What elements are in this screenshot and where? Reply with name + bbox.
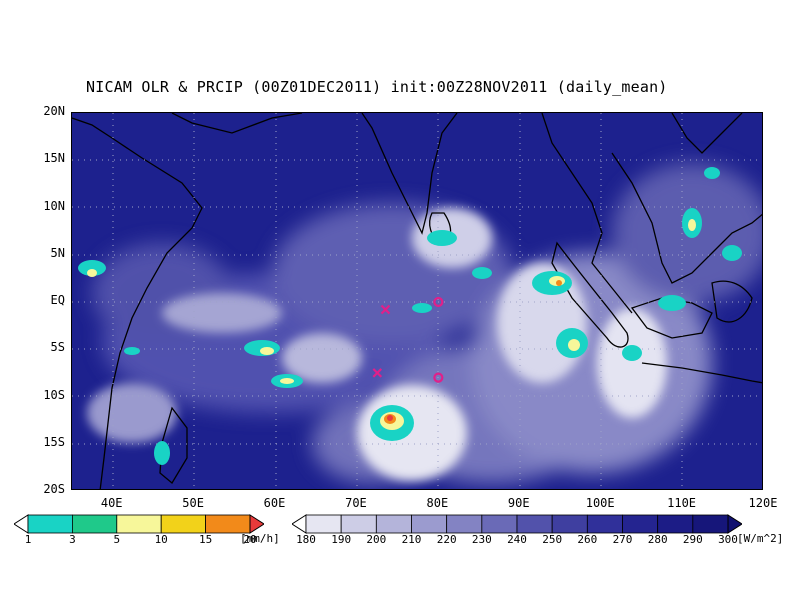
colorbar-tick-label: 190 bbox=[331, 533, 352, 546]
map-title: NICAM OLR & PRCIP (00Z01DEC2011) init:00… bbox=[86, 78, 668, 96]
colorbar-cell bbox=[160, 514, 206, 534]
gridlines bbox=[72, 113, 762, 489]
colorbar-tick-label: 5 bbox=[113, 533, 121, 546]
colorbar-cell bbox=[116, 514, 162, 534]
lat-tick-label: 10S bbox=[43, 387, 65, 402]
lat-tick-label: 20N bbox=[43, 104, 65, 118]
colorbar-cell bbox=[72, 514, 118, 534]
storm-center-marker bbox=[433, 372, 444, 383]
colorbar-tick-label: 260 bbox=[577, 533, 598, 546]
lat-tick-label: 5N bbox=[50, 245, 65, 260]
lon-tick-label: 50E bbox=[182, 496, 204, 510]
colorbar-cell bbox=[375, 514, 412, 534]
colorbar-cell bbox=[657, 514, 694, 534]
colorbar-cell bbox=[205, 514, 251, 534]
lon-tick-label: 60E bbox=[263, 496, 286, 510]
colorbar-tick-label: 270 bbox=[612, 533, 633, 546]
lat-tick-label: 20S bbox=[43, 482, 65, 496]
storm-markers bbox=[372, 296, 444, 383]
lon-tick-label: 40E bbox=[100, 496, 123, 510]
colorbar-cell bbox=[411, 514, 448, 534]
colorbar-tick-label: 180 bbox=[296, 533, 316, 546]
colorbar-cell bbox=[27, 514, 73, 534]
colorbar-tick-label: 300 bbox=[718, 533, 738, 546]
colorbar-tick-label: 290 bbox=[682, 533, 703, 546]
colorbar-tick-label: 15 bbox=[198, 533, 213, 546]
lat-tick-label: 10N bbox=[43, 198, 65, 213]
lon-tick-label: 100E bbox=[585, 496, 615, 510]
colorbar-cell bbox=[586, 514, 623, 534]
lat-tick-label: 15S bbox=[43, 434, 65, 449]
lat-tick-label: EQ bbox=[50, 293, 65, 307]
colorbar-tick-label: 3 bbox=[69, 533, 76, 546]
precip-field bbox=[78, 167, 742, 465]
storm-forecast-marker bbox=[372, 368, 383, 378]
colorbar-tick-label: 220 bbox=[436, 533, 457, 546]
storm-center-marker bbox=[433, 296, 444, 308]
colorbar-tick-label: 250 bbox=[542, 533, 563, 546]
colorbar-cell bbox=[305, 514, 342, 534]
colorbar-cell bbox=[692, 514, 729, 534]
colorbar-cell bbox=[481, 514, 518, 534]
colorbar-tick-label: 20 bbox=[243, 533, 257, 546]
colorbar-arrow bbox=[249, 514, 264, 534]
precip-colorbar bbox=[14, 514, 264, 534]
lon-tick-label: 70E bbox=[345, 496, 367, 510]
colorbar-cell bbox=[551, 514, 588, 534]
colorbar-arrow bbox=[14, 514, 29, 534]
olr-colorbar bbox=[292, 514, 742, 534]
colorbar-cell bbox=[516, 514, 553, 534]
colorbar-cell bbox=[622, 514, 659, 534]
colorbar-tick-label: 280 bbox=[647, 533, 668, 546]
lon-tick-label: 110E bbox=[667, 496, 697, 510]
lon-tick-label: 90E bbox=[507, 496, 530, 510]
colorbar-arrow bbox=[727, 514, 742, 534]
olr-unit: [W/m^2] bbox=[737, 532, 784, 545]
colorbar-tick-label: 1 bbox=[24, 533, 32, 546]
precip-unit: [mm/h] bbox=[240, 532, 280, 545]
map-canvas bbox=[72, 113, 762, 489]
lat-tick-label: 15N bbox=[43, 151, 65, 166]
lat-tick-label: 5S bbox=[50, 340, 65, 355]
lon-tick-label: 80E bbox=[426, 496, 449, 510]
colorbar-arrow bbox=[292, 514, 307, 534]
colorbar-cell bbox=[340, 514, 377, 534]
colorbar-cell bbox=[446, 514, 483, 534]
colorbar-tick-label: 230 bbox=[471, 533, 492, 546]
lon-tick-label: 120E bbox=[748, 496, 778, 510]
colorbar-tick-label: 200 bbox=[366, 533, 387, 546]
colorbar-tick-label: 10 bbox=[154, 533, 168, 546]
olr-precip-map bbox=[71, 112, 763, 490]
colorbar-tick-label: 240 bbox=[507, 533, 527, 546]
colorbar-tick-label: 210 bbox=[401, 533, 422, 546]
storm-forecast-marker bbox=[380, 304, 391, 315]
